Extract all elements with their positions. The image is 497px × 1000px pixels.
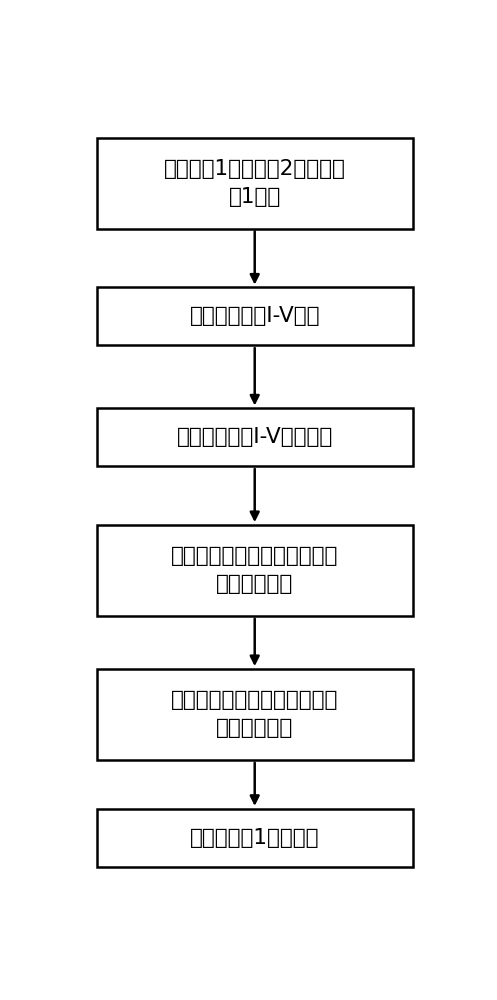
Text: 确定二极管1瞬态温升: 确定二极管1瞬态温升	[190, 828, 320, 848]
Text: 将二极管1放入温箱2，给二极
管1加热: 将二极管1放入温箱2，给二极 管1加热	[164, 159, 345, 207]
Bar	[97, 138, 413, 229]
Text: 确定各温度下I-V特性曲线: 确定各温度下I-V特性曲线	[176, 427, 333, 447]
Bar	[97, 287, 413, 345]
Bar	[97, 809, 413, 867]
Text: 测量各温度下I-V特性: 测量各温度下I-V特性	[189, 306, 320, 326]
Bar	[97, 408, 413, 466]
Bar	[97, 525, 413, 616]
Text: 确定不同电流下电压随温度的
变化关系曲线: 确定不同电流下电压随温度的 变化关系曲线	[171, 546, 338, 594]
Bar	[97, 669, 413, 760]
Text: 测量不同电流下电压随时间的
变化关系曲线: 测量不同电流下电压随时间的 变化关系曲线	[171, 690, 338, 738]
